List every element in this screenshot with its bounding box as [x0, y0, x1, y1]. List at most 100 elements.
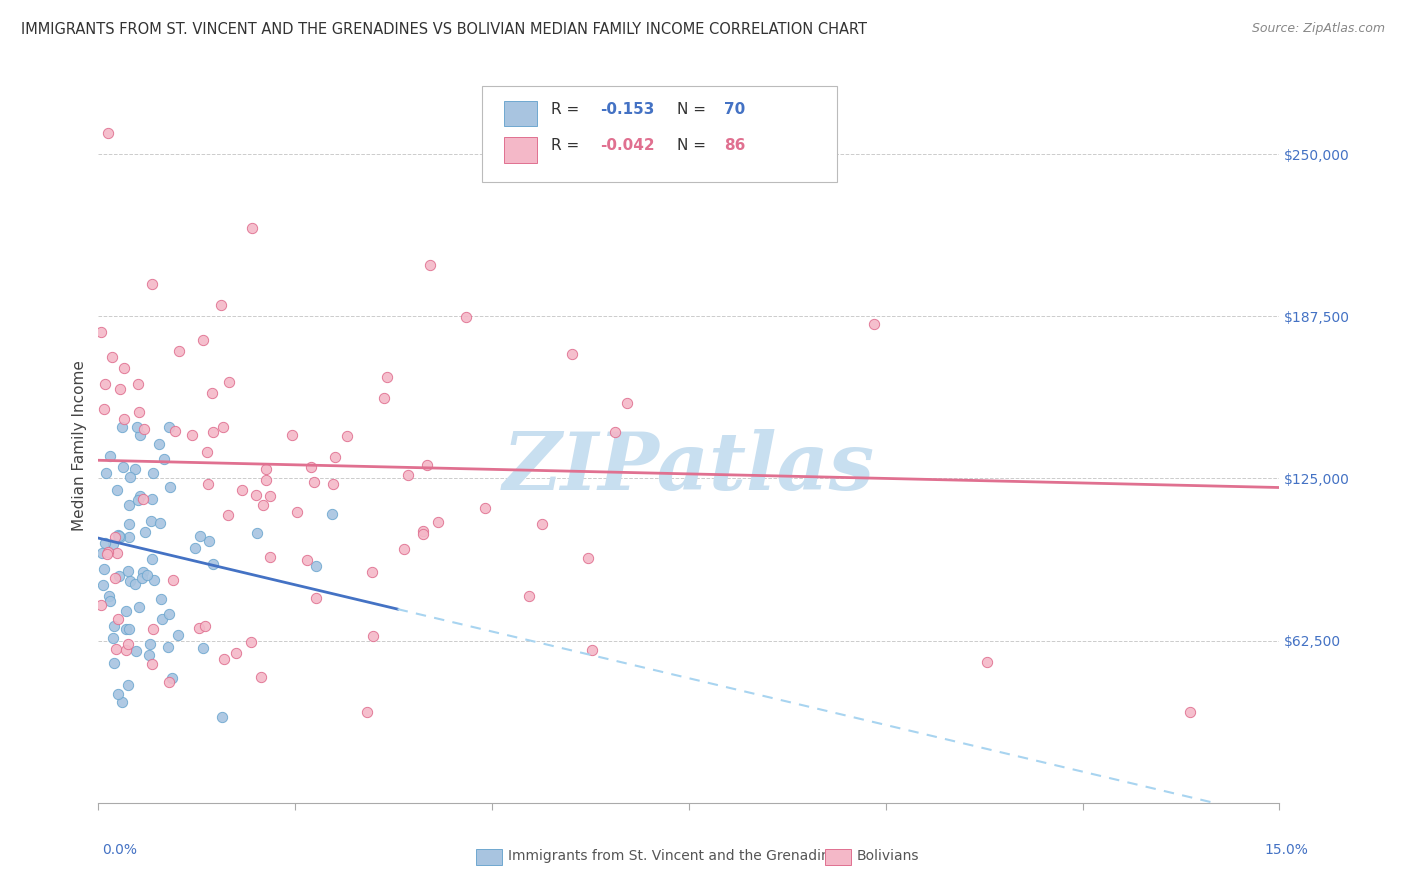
Point	[246, 526, 269, 541]
Point	[201, 425, 224, 440]
Point	[97, 545, 120, 559]
Point	[240, 635, 263, 649]
Point	[169, 344, 191, 359]
Point	[157, 674, 180, 689]
Point	[125, 644, 148, 658]
Point	[392, 542, 415, 557]
Point	[97, 126, 120, 140]
Point	[217, 508, 239, 522]
Point	[148, 436, 170, 450]
Point	[250, 670, 273, 684]
Point	[104, 571, 127, 585]
Point	[181, 428, 204, 442]
Text: ZIPatlas: ZIPatlas	[503, 429, 875, 506]
FancyBboxPatch shape	[477, 849, 502, 865]
Point	[129, 428, 152, 442]
Point	[108, 529, 131, 543]
Point	[101, 631, 124, 645]
Text: -0.153: -0.153	[600, 102, 655, 117]
Point	[211, 420, 233, 434]
Point	[125, 419, 148, 434]
Point	[416, 458, 439, 473]
Point	[93, 562, 115, 576]
Point	[117, 678, 139, 692]
Text: -0.042: -0.042	[600, 138, 655, 153]
Point	[360, 565, 382, 579]
Point	[197, 477, 219, 491]
Text: Source: ZipAtlas.com: Source: ZipAtlas.com	[1251, 22, 1385, 36]
Point	[153, 451, 176, 466]
Point	[94, 376, 117, 391]
Point	[105, 483, 128, 498]
Point	[211, 710, 233, 724]
Point	[225, 646, 247, 660]
Point	[117, 564, 139, 578]
Point	[138, 648, 160, 662]
Point	[94, 535, 117, 549]
Point	[336, 429, 359, 443]
Point	[141, 491, 163, 506]
Point	[214, 651, 236, 665]
Point	[128, 405, 150, 419]
Point	[191, 333, 214, 347]
Point	[104, 642, 127, 657]
Point	[107, 612, 129, 626]
Point	[426, 515, 449, 529]
Point	[305, 591, 328, 605]
Point	[132, 422, 155, 436]
Point	[115, 604, 138, 618]
Point	[124, 462, 146, 476]
Point	[561, 347, 583, 361]
Point	[305, 558, 328, 573]
Y-axis label: Median Family Income: Median Family Income	[72, 360, 87, 532]
Point	[195, 445, 218, 459]
Point	[198, 534, 221, 549]
Point	[295, 552, 318, 566]
FancyBboxPatch shape	[503, 137, 537, 162]
Text: 86: 86	[724, 138, 745, 153]
Point	[128, 599, 150, 614]
Point	[142, 466, 165, 480]
Point	[124, 576, 146, 591]
Point	[108, 530, 131, 544]
Point	[412, 527, 434, 541]
Point	[103, 656, 125, 670]
Point	[323, 450, 346, 464]
Point	[254, 474, 277, 488]
Point	[134, 525, 156, 540]
Point	[245, 488, 267, 502]
Point	[94, 466, 117, 480]
Point	[373, 391, 395, 405]
Point	[108, 382, 131, 396]
Point	[139, 514, 162, 528]
Point	[454, 310, 477, 325]
Point	[115, 622, 138, 636]
Point	[136, 568, 159, 582]
Point	[396, 467, 419, 482]
Point	[259, 549, 281, 564]
Point	[118, 498, 141, 512]
Point	[302, 475, 325, 490]
Point	[187, 622, 209, 636]
Text: R =: R =	[551, 102, 583, 117]
Point	[616, 396, 638, 410]
Point	[301, 460, 323, 475]
Point	[98, 589, 121, 603]
Point	[581, 643, 603, 657]
Point	[139, 637, 162, 651]
Text: N =: N =	[678, 102, 711, 117]
Point	[162, 573, 184, 587]
FancyBboxPatch shape	[503, 101, 537, 127]
Point	[150, 592, 173, 607]
Point	[474, 500, 496, 515]
Point	[149, 516, 172, 531]
Point	[194, 618, 217, 632]
Point	[142, 622, 165, 636]
Point	[107, 528, 129, 542]
Point	[108, 569, 131, 583]
Point	[157, 640, 180, 655]
Point	[141, 657, 163, 671]
Point	[356, 705, 378, 719]
Point	[90, 546, 112, 560]
Point	[375, 370, 398, 384]
